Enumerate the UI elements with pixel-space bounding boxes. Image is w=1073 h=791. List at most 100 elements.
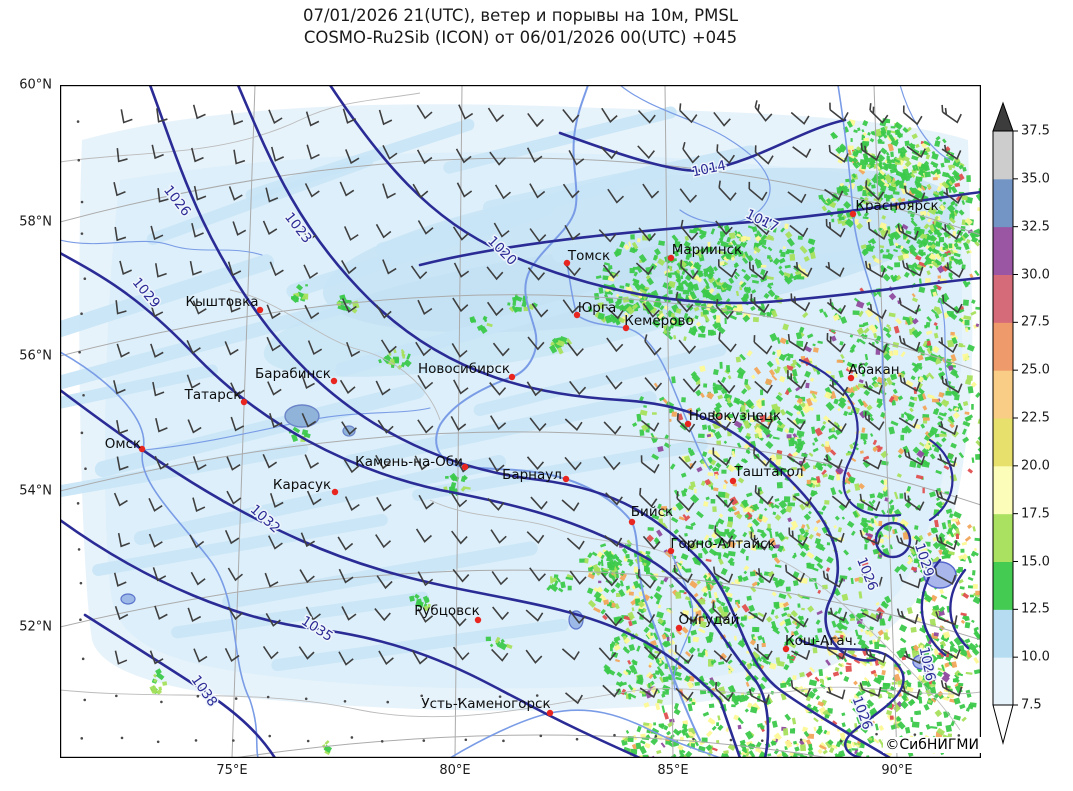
wind-barb	[486, 266, 504, 281]
wind-barb	[786, 417, 806, 431]
wind-barb	[564, 456, 582, 471]
wind-barb	[564, 418, 583, 431]
wind-barb	[679, 188, 698, 204]
calm-wind-dot	[83, 277, 87, 281]
wind-barb	[307, 340, 323, 356]
colorbar-tick-label: 22.5	[1021, 410, 1050, 426]
wind-barb	[828, 144, 849, 163]
city-label: Татарск	[184, 387, 242, 403]
wind-barb	[791, 650, 811, 661]
colorbar	[992, 101, 1018, 745]
calm-wind-dot	[380, 740, 384, 743]
calm-wind-dot	[120, 736, 124, 740]
calm-wind-dot	[343, 700, 347, 703]
wind-barb	[864, 260, 886, 278]
wind-barb	[189, 534, 205, 549]
wind-barb	[154, 455, 169, 470]
wind-barb	[451, 343, 468, 358]
wind-barb	[785, 564, 806, 583]
wind-barb	[531, 303, 549, 318]
wind-barb	[526, 531, 545, 544]
wind-barb	[452, 226, 470, 241]
wind-barb	[642, 303, 660, 318]
calm-wind-dot	[875, 732, 878, 736]
wind-barb	[300, 532, 316, 548]
calm-wind-dot	[80, 232, 84, 235]
wind-barb	[638, 227, 656, 242]
colorbar-tick-label: 7.5	[1021, 697, 1042, 713]
wind-barb	[676, 491, 695, 512]
wind-barb	[676, 413, 696, 433]
wind-barb	[149, 302, 164, 318]
wind-barb	[224, 529, 240, 545]
wind-barb	[750, 293, 770, 314]
map-title: 07/01/2026 21(UTC), ветер и порывы на 10…	[60, 5, 981, 49]
wind-barb	[458, 104, 474, 120]
wind-barb	[674, 644, 694, 664]
wind-barb	[416, 149, 433, 165]
calm-wind-dot	[799, 738, 803, 742]
wind-barb	[116, 343, 130, 358]
map-canvas: 1026102910231020101410171032103510381026…	[60, 85, 981, 758]
wind-barb	[637, 145, 655, 160]
wind-barb	[341, 260, 357, 275]
calm-wind-dot	[575, 737, 579, 741]
wind-barb	[935, 534, 958, 551]
calm-wind-dot	[76, 502, 80, 505]
wind-barb	[120, 109, 133, 124]
wind-barb	[869, 103, 889, 124]
wind-barb	[603, 456, 621, 471]
wind-barb	[754, 100, 773, 122]
wind-barb	[375, 454, 391, 470]
colorbar-under-arrow	[992, 704, 1014, 745]
wind-barb	[114, 605, 129, 621]
wind-barb	[673, 564, 693, 584]
wind-barb	[716, 144, 735, 165]
wind-barb	[827, 419, 847, 433]
wind-barb	[569, 570, 587, 585]
colorbar-band	[993, 226, 1013, 275]
calm-wind-dot	[957, 734, 961, 737]
wind-barb	[304, 304, 320, 320]
calm-wind-dot	[498, 695, 502, 698]
wind-barb	[450, 415, 467, 431]
wind-barb	[525, 649, 543, 664]
wind-barb	[938, 421, 959, 436]
city-dot	[675, 624, 683, 632]
wind-barb	[227, 261, 242, 277]
wind-barb	[490, 529, 507, 544]
wind-barb	[601, 107, 618, 123]
wind-barb	[898, 335, 921, 352]
wind-barb	[826, 642, 847, 660]
city-dot	[622, 324, 630, 332]
city-label: Камень-на-Оби	[355, 454, 463, 470]
wind-barb	[414, 455, 430, 471]
wind-barb	[789, 224, 809, 238]
wind-barb	[191, 147, 204, 163]
wind-barb	[753, 215, 773, 236]
wind-barb	[186, 374, 201, 389]
wind-barb	[193, 648, 208, 663]
wind-barb	[343, 226, 359, 241]
wind-barb	[899, 374, 921, 392]
wind-barb	[410, 265, 428, 280]
wind-barb	[748, 261, 769, 281]
wind-barb	[152, 381, 165, 397]
wind-barb	[268, 109, 283, 125]
calm-wind-dot	[80, 200, 84, 204]
calm-wind-dot	[913, 733, 917, 736]
colorbar-tick-label: 15.0	[1021, 554, 1050, 569]
calm-wind-dot	[77, 158, 81, 162]
wind-barb	[640, 455, 660, 474]
wind-barb	[113, 572, 127, 587]
wind-barb	[192, 456, 207, 471]
wind-barb	[637, 569, 656, 589]
wind-barb	[568, 150, 585, 166]
wind-barb	[903, 650, 923, 665]
calm-wind-dot	[83, 698, 87, 702]
wind-barb	[375, 304, 392, 319]
wind-barb	[943, 188, 963, 205]
wind-barb	[456, 182, 473, 198]
wind-barb	[787, 191, 807, 204]
calm-wind-dot	[79, 581, 83, 585]
